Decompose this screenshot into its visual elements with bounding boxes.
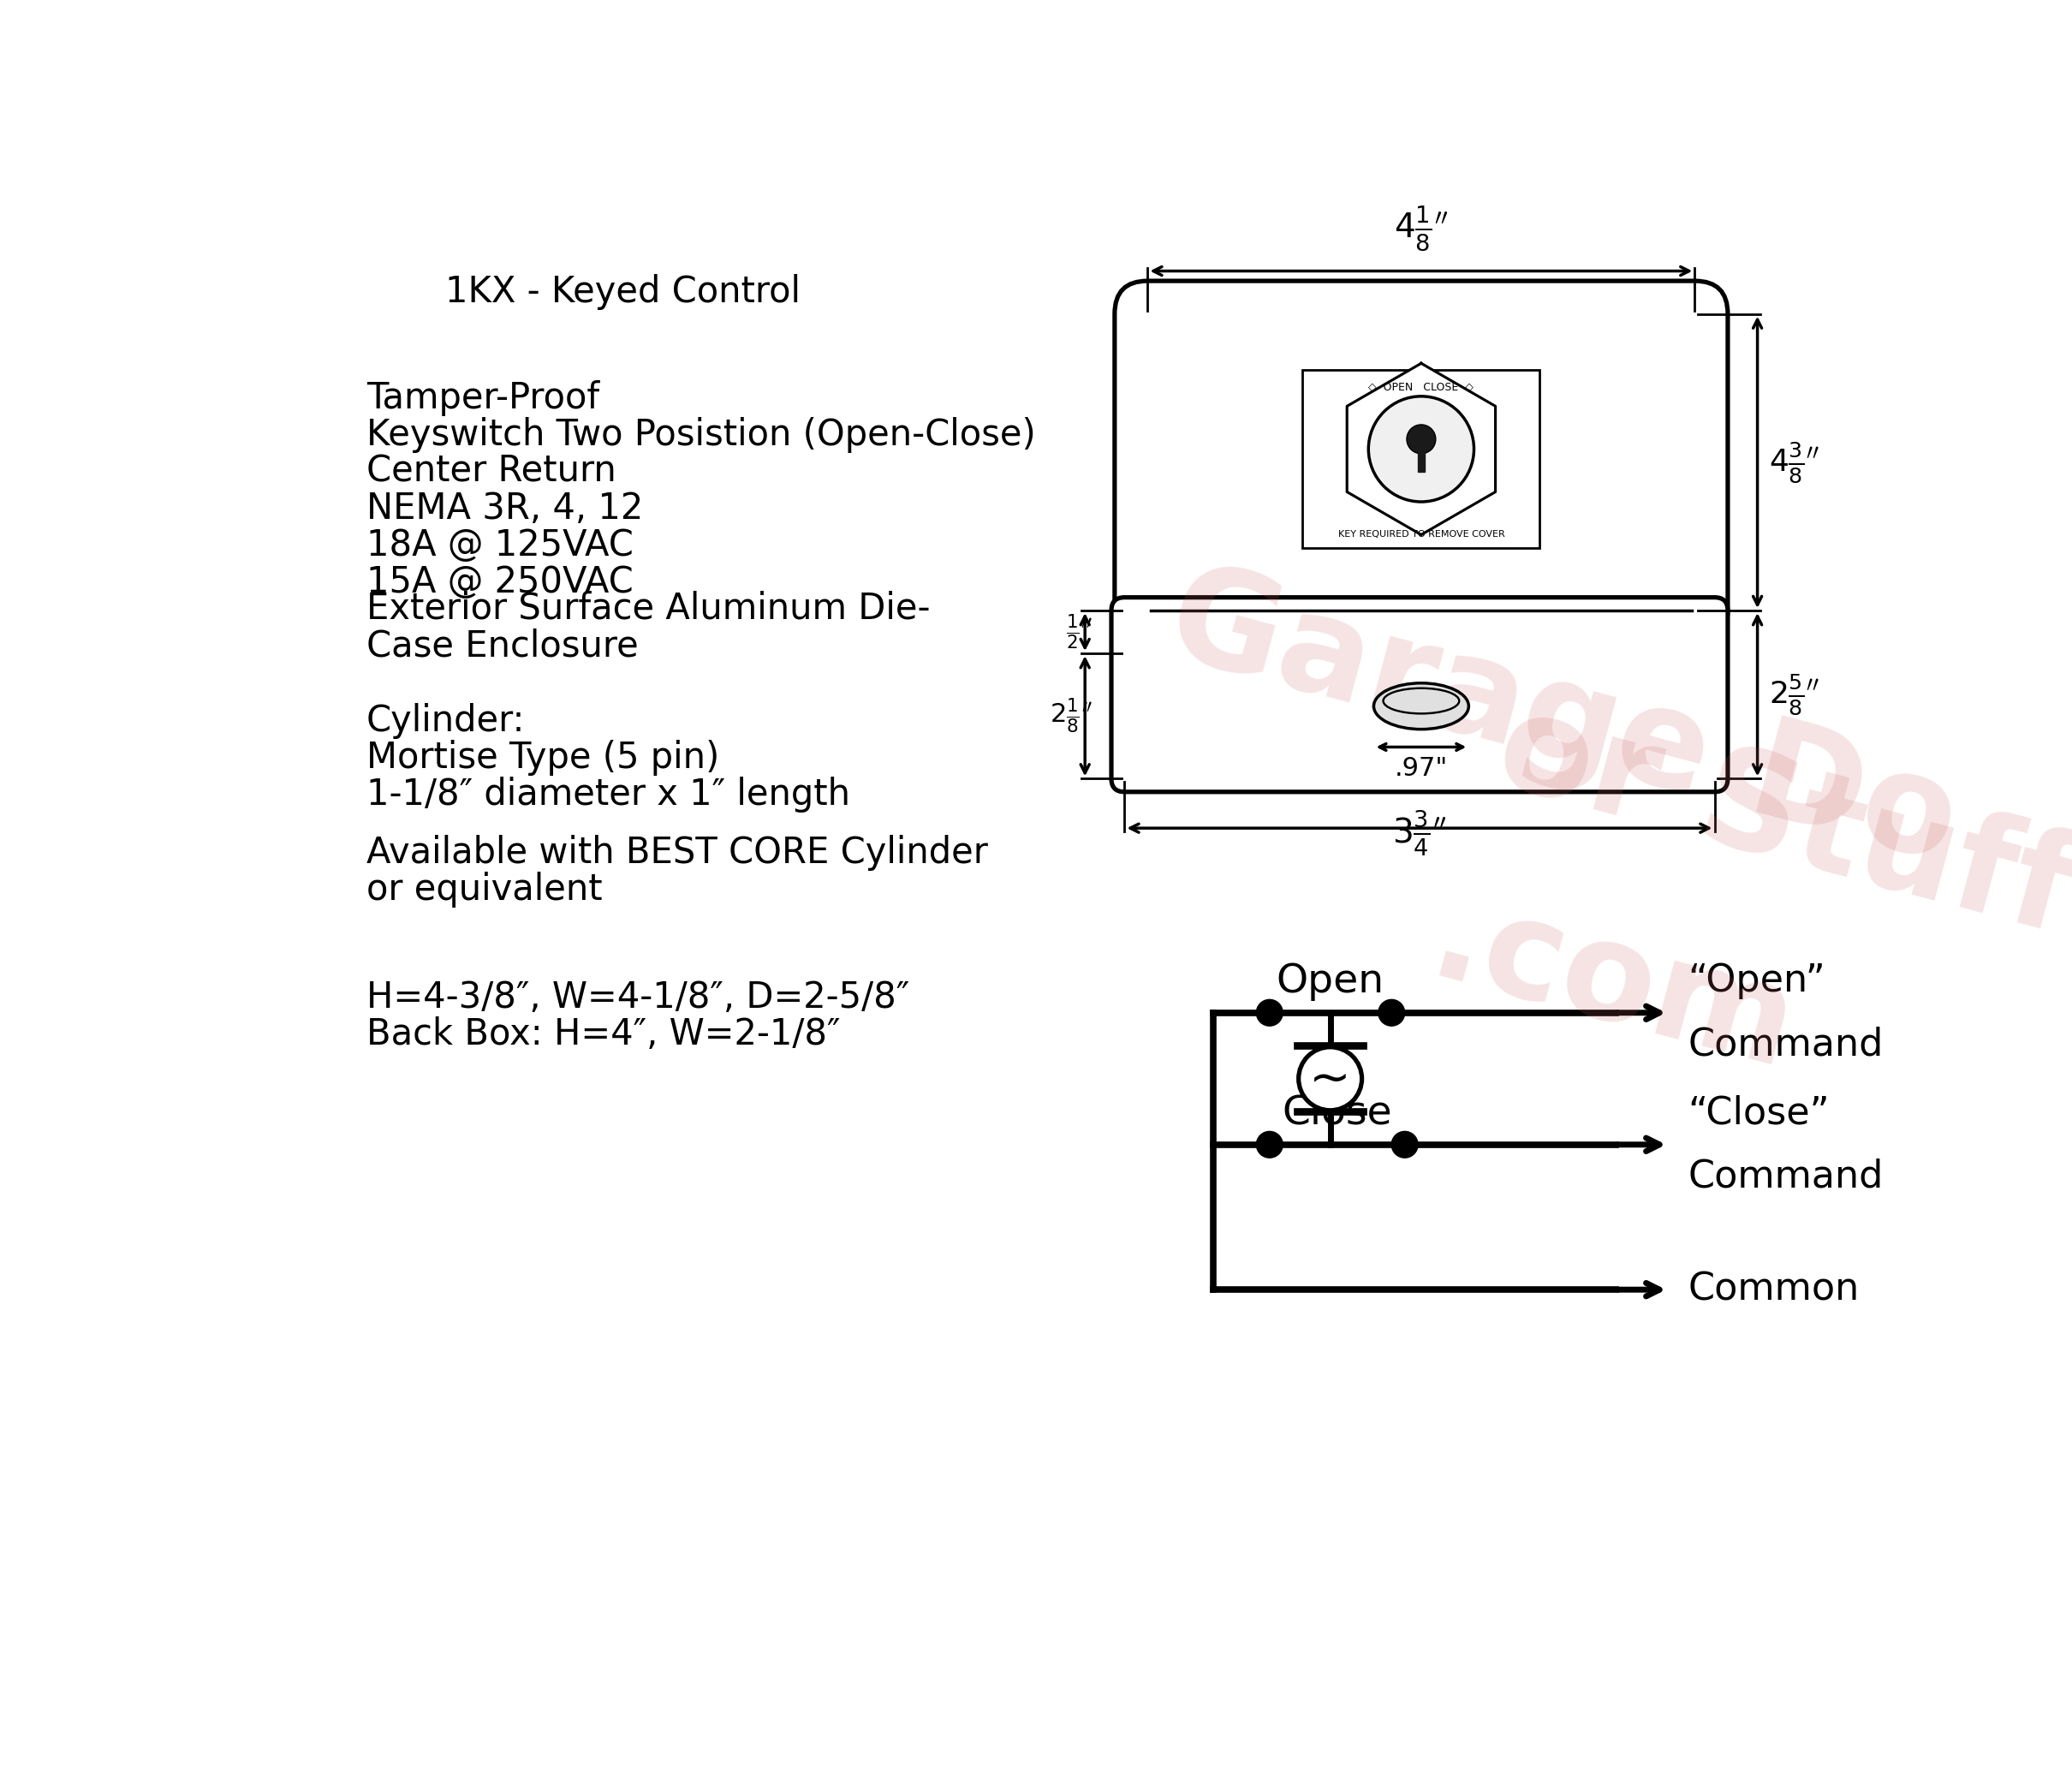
- Polygon shape: [1347, 364, 1496, 534]
- Text: Common: Common: [1689, 1271, 1861, 1308]
- Circle shape: [1299, 1047, 1361, 1111]
- Text: ~: ~: [1310, 1054, 1351, 1102]
- Text: Open: Open: [1276, 962, 1384, 1001]
- Text: Center Return: Center Return: [367, 454, 615, 490]
- Circle shape: [1256, 1131, 1283, 1157]
- Text: $2\frac{1}{8}{}^{\prime\prime}$: $2\frac{1}{8}{}^{\prime\prime}$: [1051, 696, 1092, 735]
- Text: Close: Close: [1283, 1093, 1392, 1132]
- Text: Command: Command: [1689, 1157, 1883, 1195]
- Text: or Stuff: or Stuff: [1484, 682, 2072, 962]
- Circle shape: [1378, 999, 1405, 1026]
- Text: Garage Do: Garage Do: [1154, 554, 1970, 891]
- Text: $2\frac{5}{8}{}^{\prime\prime}$: $2\frac{5}{8}{}^{\prime\prime}$: [1769, 673, 1821, 717]
- Text: 1KX - Keyed Control: 1KX - Keyed Control: [445, 275, 800, 311]
- Ellipse shape: [1374, 683, 1469, 730]
- Circle shape: [1392, 1131, 1417, 1157]
- FancyBboxPatch shape: [1111, 598, 1728, 792]
- Text: Command: Command: [1689, 1026, 1883, 1063]
- Text: Cylinder:: Cylinder:: [367, 703, 524, 738]
- Text: or equivalent: or equivalent: [367, 872, 603, 907]
- Circle shape: [1407, 424, 1436, 454]
- Text: Exterior Surface Aluminum Die-: Exterior Surface Aluminum Die-: [367, 591, 930, 627]
- Text: 15A @ 250VAC: 15A @ 250VAC: [367, 564, 634, 600]
- Text: 1-1/8″ diameter x 1″ length: 1-1/8″ diameter x 1″ length: [367, 777, 850, 813]
- Text: ◇  OPEN   CLOSE  ◇: ◇ OPEN CLOSE ◇: [1370, 382, 1473, 392]
- Text: $4\frac{1}{8}{}^{\prime\prime}$: $4\frac{1}{8}{}^{\prime\prime}$: [1394, 204, 1448, 252]
- Text: 18A @ 125VAC: 18A @ 125VAC: [367, 527, 634, 563]
- Text: Case Enclosure: Case Enclosure: [367, 628, 638, 664]
- Polygon shape: [1417, 438, 1423, 472]
- Text: NEMA 3R, 4, 12: NEMA 3R, 4, 12: [367, 490, 642, 527]
- Circle shape: [1256, 999, 1283, 1026]
- FancyBboxPatch shape: [1115, 280, 1728, 644]
- Text: Tamper-Proof: Tamper-Proof: [367, 380, 599, 415]
- Text: “Close”: “Close”: [1689, 1095, 1830, 1131]
- Bar: [1303, 369, 1539, 548]
- Text: Available with BEST CORE Cylinder: Available with BEST CORE Cylinder: [367, 834, 988, 872]
- Ellipse shape: [1384, 689, 1459, 714]
- Text: .com: .com: [1417, 875, 1809, 1099]
- Text: Mortise Type (5 pin): Mortise Type (5 pin): [367, 740, 719, 776]
- Text: $\frac{1}{2}{}^{\prime\prime}$: $\frac{1}{2}{}^{\prime\prime}$: [1067, 612, 1092, 651]
- Circle shape: [1368, 396, 1473, 502]
- Text: KEY REQUIRED TO REMOVE COVER: KEY REQUIRED TO REMOVE COVER: [1339, 531, 1504, 538]
- Text: $4\frac{3}{8}{}^{\prime\prime}$: $4\frac{3}{8}{}^{\prime\prime}$: [1769, 440, 1821, 485]
- Text: H=4-3/8″, W=4-1/8″, D=2-5/8″: H=4-3/8″, W=4-1/8″, D=2-5/8″: [367, 980, 910, 1015]
- Text: $3\frac{3}{4}{}^{\prime\prime}$: $3\frac{3}{4}{}^{\prime\prime}$: [1392, 808, 1446, 857]
- Text: Back Box: H=4″, W=2-1/8″: Back Box: H=4″, W=2-1/8″: [367, 1017, 841, 1053]
- Text: “Open”: “Open”: [1689, 962, 1825, 999]
- Text: .97": .97": [1394, 756, 1448, 781]
- Text: Keyswitch Two Posistion (Open-Close): Keyswitch Two Posistion (Open-Close): [367, 417, 1036, 453]
